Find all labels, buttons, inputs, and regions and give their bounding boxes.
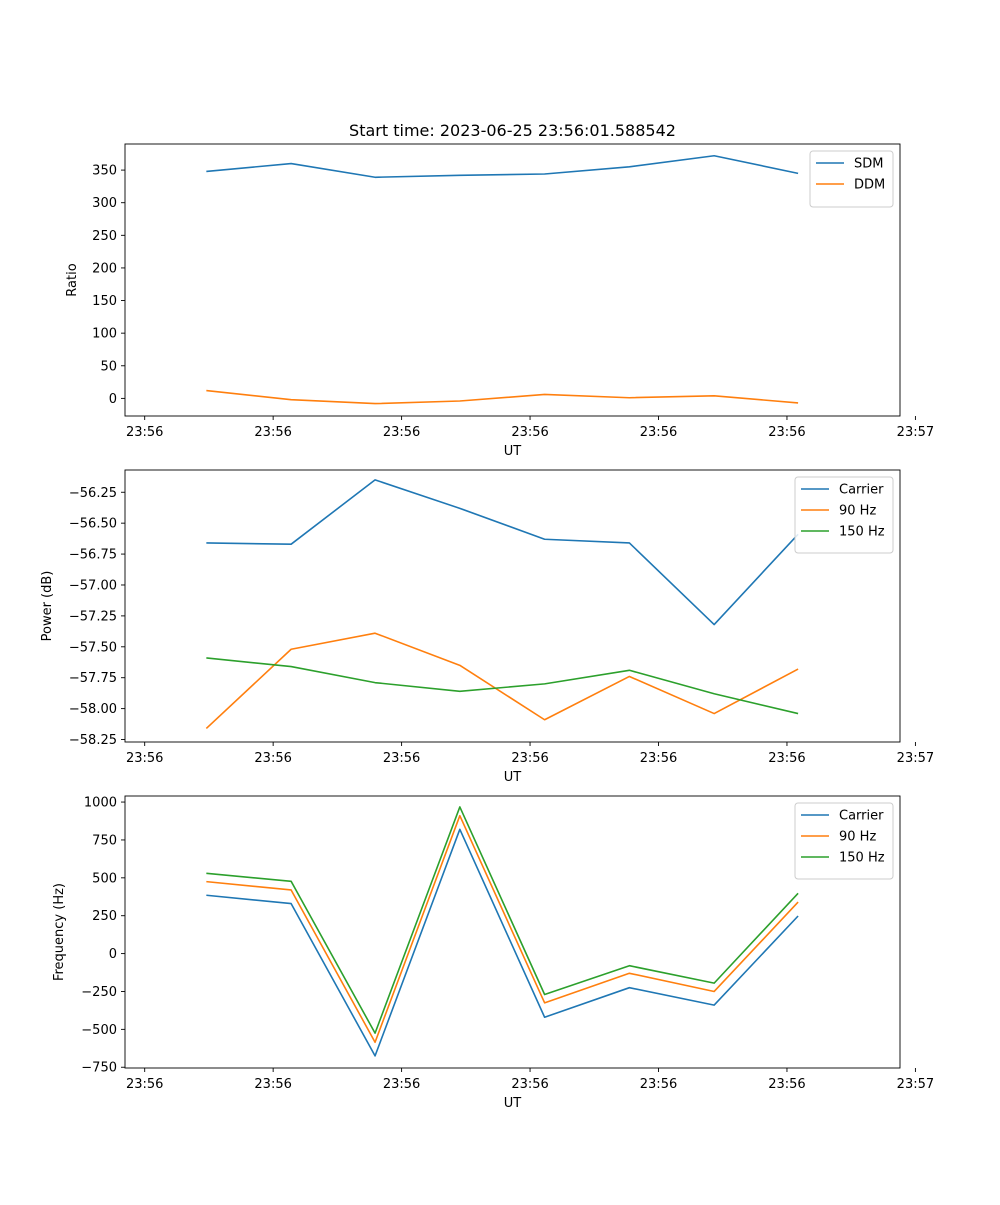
x-tick-label: 23:56 xyxy=(511,751,548,766)
legend: SDM DDM xyxy=(809,150,894,208)
y-tick-label: 250 xyxy=(92,909,117,924)
series-line-ddm xyxy=(206,389,799,405)
x-tick-label: 23:56 xyxy=(511,425,548,440)
legend-label: SDM xyxy=(854,157,883,172)
x-tick-label: 23:56 xyxy=(254,751,291,766)
axes-frame xyxy=(124,469,901,743)
y-tick-label: −58.00 xyxy=(69,702,117,717)
y-tick-label: −57.75 xyxy=(69,671,117,686)
x-tick-label: 23:56 xyxy=(768,1077,805,1092)
x-tick-label: 23:56 xyxy=(126,751,163,766)
y-tick-label: 200 xyxy=(92,261,117,276)
x-tick-label: 23:57 xyxy=(897,425,934,440)
legend-box xyxy=(794,476,894,554)
x-tick-label: 23:56 xyxy=(254,425,291,440)
series-line-carrier xyxy=(206,479,799,626)
series-line-sdm xyxy=(206,154,799,179)
y-tick-label: −500 xyxy=(81,1023,117,1038)
y-tick-label: −57.25 xyxy=(69,609,117,624)
y-tick-label: 100 xyxy=(92,327,117,342)
x-tick-label: 23:56 xyxy=(383,751,420,766)
x-tick-label: 23:56 xyxy=(126,1077,163,1092)
y-tick-label: −250 xyxy=(81,985,117,1000)
y-tick-label: −750 xyxy=(81,1061,117,1076)
series-line-90-hz xyxy=(205,632,799,729)
series-line-90-hz xyxy=(206,814,799,1044)
x-tick-label: 23:56 xyxy=(640,425,677,440)
y-tick-label: 350 xyxy=(92,164,117,179)
legend-box xyxy=(809,150,894,208)
subplot-3: 23:56 23:56 23:56 23:56 23:56 23:56 23:57 −750 −… xyxy=(52,795,934,1111)
y-tick-label: −56.75 xyxy=(69,548,117,563)
legend-label: Carrier xyxy=(839,809,884,824)
subplots: 23:56 23:56 23:56 23:56 23:56 23:56 23:57 0 50 10… xyxy=(40,143,934,1111)
y-tick-label: 150 xyxy=(92,294,117,309)
x-tick-label: 23:56 xyxy=(768,425,805,440)
y-tick-label: 300 xyxy=(92,196,117,211)
y-tick-label: 500 xyxy=(92,871,117,886)
y-tick-label: 50 xyxy=(100,359,117,374)
legend-label: 90 Hz xyxy=(839,830,876,845)
x-tick-label: 23:56 xyxy=(640,751,677,766)
y-tick-label: 0 xyxy=(109,947,117,962)
y-tick-label: 1000 xyxy=(84,796,117,811)
x-axis-label: UT xyxy=(504,444,522,459)
x-tick-label: 23:57 xyxy=(897,1077,934,1092)
legend-label: 150 Hz xyxy=(839,851,885,866)
series-line-150-hz xyxy=(206,657,799,715)
legend: Carrier 90 Hz 150 Hz xyxy=(794,802,894,880)
y-tick-label: −57.50 xyxy=(69,640,117,655)
legend-label: 150 Hz xyxy=(839,525,885,540)
y-tick-label: 0 xyxy=(109,392,117,407)
x-tick-label: 23:57 xyxy=(897,751,934,766)
subplot-1: 23:56 23:56 23:56 23:56 23:56 23:56 23:57 0 50 10… xyxy=(65,143,934,459)
x-tick-label: 23:56 xyxy=(511,1077,548,1092)
x-tick-label: 23:56 xyxy=(126,425,163,440)
axes-frame xyxy=(124,795,901,1069)
x-tick-label: 23:56 xyxy=(383,1077,420,1092)
axes-frame xyxy=(124,143,901,417)
series-line-150-hz xyxy=(206,806,799,1034)
y-axis-label: Ratio xyxy=(65,263,80,296)
series-line-carrier xyxy=(206,828,799,1057)
y-axis-label: Frequency (Hz) xyxy=(52,883,67,981)
y-tick-label: −57.00 xyxy=(69,578,117,593)
x-tick-label: 23:56 xyxy=(383,425,420,440)
y-tick-label: −58.25 xyxy=(69,733,117,748)
legend-label: Carrier xyxy=(839,483,884,498)
figure-title: Start time: 2023-06-25 23:56:01.588542 xyxy=(349,121,676,140)
legend-label: DDM xyxy=(854,178,885,193)
y-tick-label: 250 xyxy=(92,229,117,244)
x-axis-label: UT xyxy=(504,1096,522,1111)
x-tick-label: 23:56 xyxy=(640,1077,677,1092)
x-tick-label: 23:56 xyxy=(768,751,805,766)
legend-box xyxy=(794,802,894,880)
x-axis-label: UT xyxy=(504,770,522,785)
y-tick-label: 750 xyxy=(92,833,117,848)
y-tick-label: −56.25 xyxy=(69,486,117,501)
x-tick-label: 23:56 xyxy=(254,1077,291,1092)
subplot-2: 23:56 23:56 23:56 23:56 23:56 23:56 23:57 −58.2… xyxy=(40,469,934,785)
legend-label: 90 Hz xyxy=(839,504,876,519)
legend: Carrier 90 Hz 150 Hz xyxy=(794,476,894,554)
y-axis-label: Power (dB) xyxy=(40,571,55,642)
y-tick-label: −56.50 xyxy=(69,517,117,532)
